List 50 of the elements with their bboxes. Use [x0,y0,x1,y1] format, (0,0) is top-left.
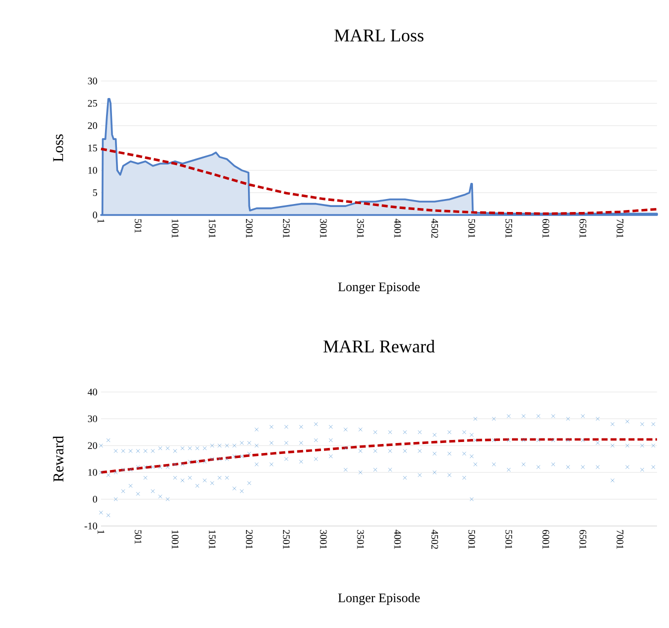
y-tick-label: 30 [88,78,98,84]
x-tick-label: 501 [134,530,142,544]
x-tick-label: 4502 [431,218,438,238]
x-tick-label: 1 [98,530,104,534]
y-tick-label: 40 [88,388,98,396]
y-tick-label: 10 [88,469,98,476]
y-tick-label: 20 [88,122,98,130]
x-tick-label: 3001 [320,530,327,549]
y-axis-title: Loss [53,134,64,162]
x-tick-label: 3001 [320,219,327,238]
x-tick-label: 6501 [580,218,586,238]
x-tick-label: 5001 [468,219,476,238]
x-tick-label: 5001 [468,530,476,549]
x-tick-label: 2001 [246,218,253,238]
y-tick-label: 30 [88,415,98,422]
y-tick-label: 0 [92,496,98,503]
y-tick-label: 0 [92,212,98,218]
y-tick-label: 5 [93,189,98,196]
x-tick-label: 3501 [357,530,364,549]
chart-title: MARL Loss [334,29,424,42]
x-axis-title: Longer Episode [338,593,420,605]
y-tick-label: 15 [88,144,98,152]
x-tick-label: 1 [98,219,104,223]
x-tick-label: 5501 [505,219,512,238]
x-tick-label: 5501 [505,530,512,549]
x-tick-label: 7001 [616,530,624,549]
x-tick-label: 4001 [394,218,401,238]
x-axis-title: Longer Episode [338,282,420,294]
x-tick-label: 1001 [172,219,179,238]
x-tick-label: 4502 [431,530,438,549]
x-tick-label: 7001 [616,219,624,238]
y-tick-label: 20 [88,442,98,449]
x-tick-label: 4001 [394,530,401,549]
y-axis-title: Reward [52,436,64,482]
y-tick-label: -10 [84,522,98,530]
x-tick-label: 1501 [208,219,216,238]
x-tick-label: 6001 [542,530,550,549]
x-tick-label: 1001 [172,530,179,549]
chart-title: MARL Reward [323,340,435,352]
y-tick-label: 25 [88,100,98,107]
x-tick-label: 501 [134,219,142,233]
x-tick-label: 2001 [246,530,253,549]
x-tick-label: 6001 [542,218,550,238]
y-tick-label: 10 [88,166,98,174]
x-tick-label: 2501 [283,530,290,549]
x-tick-label: 6501 [580,530,586,549]
x-tick-label: 2501 [283,218,290,238]
line-series [100,148,658,215]
x-tick-label: 1501 [208,530,216,549]
x-tick-label: 3501 [357,219,364,238]
